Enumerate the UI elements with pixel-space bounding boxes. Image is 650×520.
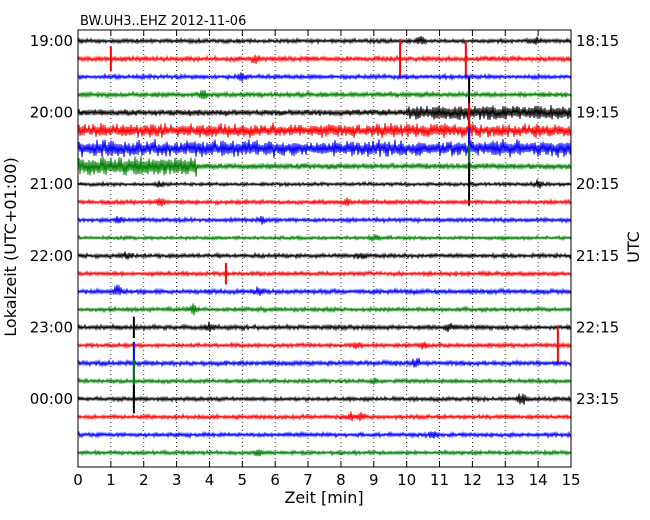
x-tick-label: 0 [73, 471, 83, 489]
trace-line [77, 90, 572, 100]
y-tick-label-left: 00:00 [30, 390, 73, 408]
trace-line [77, 138, 572, 158]
x-tick-label: 6 [270, 471, 280, 489]
trace-line [77, 233, 572, 242]
trace-line [77, 341, 572, 350]
y-tick-label-left: 23:00 [30, 318, 73, 336]
trace-line [77, 215, 572, 225]
trace-line [77, 284, 572, 297]
y-tick-label-right: 18:15 [576, 32, 619, 50]
trace-line [77, 448, 572, 457]
trace-line [77, 357, 572, 368]
x-tick-label: 2 [139, 471, 149, 489]
x-tick-label: 1 [106, 471, 116, 489]
trace-line [77, 251, 572, 260]
x-tick-label: 4 [205, 471, 215, 489]
y-tick-label-left: 22:00 [30, 247, 73, 265]
trace-line [77, 393, 572, 405]
trace-line [77, 122, 572, 139]
x-tick-label: 11 [430, 471, 449, 489]
chart-title: BW.UH3..EHZ 2012-11-06 [80, 14, 246, 29]
trace-line [77, 197, 572, 207]
trace-group [77, 35, 572, 457]
x-axis-label: Zeit [min] [284, 488, 363, 507]
tick-group: 0 1 2 3 4 5 6 7 8 9 10 11 12 13 14 1519:0020:0021:0022:… [30, 30, 619, 489]
trace-line [77, 303, 572, 316]
y-tick-label-left: 20:00 [30, 104, 73, 122]
y-tick-label-right: 20:15 [576, 175, 619, 193]
y-tick-label-right: 21:15 [576, 247, 619, 265]
trace-line [77, 54, 572, 65]
trace-line [77, 156, 572, 177]
plot-frame [77, 29, 572, 468]
x-tick-label: 9 [369, 471, 379, 489]
y-tick-label-right: 22:15 [576, 318, 619, 336]
trace-line [77, 321, 572, 333]
trace-line [77, 411, 572, 422]
x-tick-label: 3 [172, 471, 182, 489]
x-tick-label: 7 [303, 471, 313, 489]
y-axis-label-left: Lokalzeit (UTC+01:00) [1, 157, 20, 336]
x-tick-label: 12 [463, 471, 482, 489]
x-grid [110, 30, 539, 467]
trace-line [77, 269, 572, 278]
x-tick-label: 15 [561, 471, 580, 489]
trace-line [77, 179, 572, 189]
y-tick-label-left: 19:00 [30, 32, 73, 50]
x-tick-label: 5 [238, 471, 248, 489]
y-tick-label-right: 23:15 [576, 390, 619, 408]
y-axis-label-right: UTC [624, 231, 643, 263]
trace-line [77, 105, 572, 121]
trace-line [77, 35, 572, 46]
trace-line [77, 72, 572, 82]
x-tick-label: 8 [336, 471, 346, 489]
y-tick-label-left: 21:00 [30, 175, 73, 193]
x-tick-label: 14 [529, 471, 548, 489]
y-tick-label-right: 19:15 [576, 104, 619, 122]
x-tick-label: 13 [496, 471, 515, 489]
x-tick-label: 10 [397, 471, 416, 489]
trace-line [77, 430, 572, 440]
trace-line [77, 377, 572, 385]
